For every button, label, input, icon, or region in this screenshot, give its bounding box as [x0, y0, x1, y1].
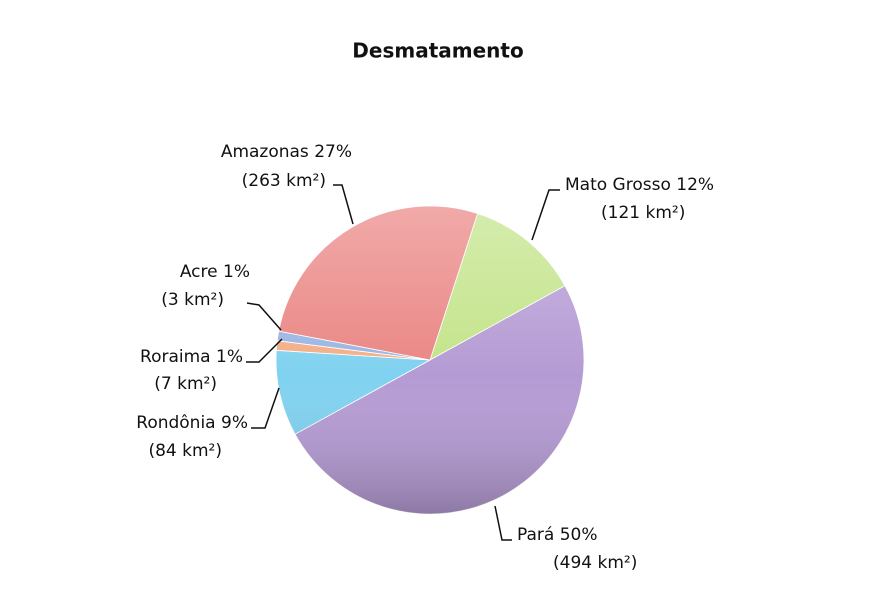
leader-line	[246, 338, 283, 363]
slice-name: Amazonas	[221, 142, 309, 162]
slice-percent: 50%	[560, 525, 598, 545]
slice-percent: 1%	[216, 347, 243, 367]
slice-label: Amazonas 27%	[221, 142, 352, 162]
slice-area: (263 km²)	[242, 171, 326, 191]
slice-name: Pará	[517, 525, 554, 545]
leader-line	[246, 302, 282, 331]
slice-percent: 9%	[221, 413, 248, 433]
slice-area: (494 km²)	[553, 553, 637, 573]
slice-name: Acre	[180, 262, 218, 282]
slice-area: (3 km²)	[161, 290, 224, 310]
slice-area: (7 km²)	[154, 374, 217, 394]
slice-percent: 12%	[676, 175, 714, 195]
leader-line	[494, 505, 512, 541]
slice-label: Mato Grosso 12%	[565, 175, 714, 195]
slice-percent: 1%	[223, 262, 250, 282]
slice-area: (121 km²)	[601, 203, 685, 223]
slice-percent: 27%	[314, 142, 352, 162]
leader-line	[531, 189, 560, 241]
leader-line	[333, 184, 354, 225]
slice-label: Acre 1%	[180, 262, 250, 282]
slice-name: Mato Grosso	[565, 175, 671, 195]
slice-label: Pará 50%	[517, 525, 598, 545]
slice-name: Rondônia	[136, 413, 215, 433]
chart-title: Desmatamento	[352, 39, 523, 63]
slice-area: (84 km²)	[148, 441, 222, 461]
slice-name: Roraima	[140, 347, 211, 367]
leader-line	[251, 387, 280, 429]
slice-label: Rondônia 9%	[136, 413, 248, 433]
slice-label: Roraima 1%	[140, 347, 243, 367]
